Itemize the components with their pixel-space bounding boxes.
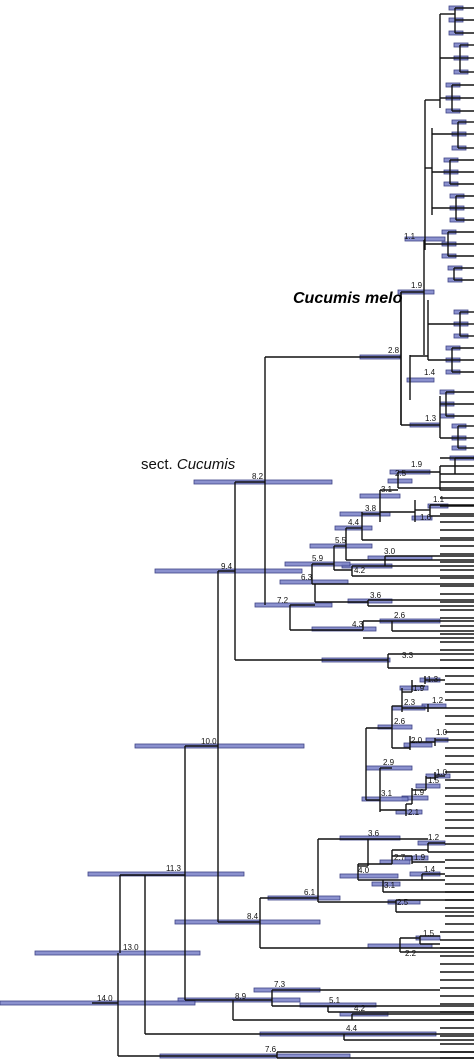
node-age-n10_0: 10.0	[201, 737, 217, 746]
node-age-n3_1c: 3.1	[384, 881, 396, 890]
node-age-n2_5a: 2.5	[395, 469, 407, 478]
node-age-n7_2: 7.2	[277, 596, 289, 605]
node-age-n4_2a: 4.2	[354, 566, 366, 575]
node-age-n1_0a: 1.0	[436, 728, 448, 737]
node-age-n2_2: 2.2	[405, 949, 417, 958]
node-age-n6_3: 6.3	[301, 573, 313, 582]
hpd-n3_6a	[347, 598, 393, 604]
hpd-n2_6b	[377, 724, 413, 730]
node-age-n5_5: 5.5	[335, 536, 347, 545]
node-age-n1_2b: 1.2	[428, 833, 440, 842]
node-age-n14_0: 14.0	[97, 994, 113, 1003]
node-age-n1_1b: 1.1	[433, 495, 445, 504]
node-age-n6_1: 6.1	[304, 888, 316, 897]
hpd-n4_0	[339, 873, 399, 879]
node-age-n8_9: 8.9	[235, 992, 247, 1001]
node-age-n2_9: 2.9	[383, 758, 395, 767]
hpd-n2_0	[403, 742, 433, 748]
node-age-n7_3: 7.3	[274, 980, 286, 989]
node-age-n1_9b: 1.9	[411, 460, 423, 469]
node-age-n1_3b: 1.3	[427, 675, 439, 684]
node-age-n3_3: 3.3	[402, 651, 414, 660]
node-age-n2_7: 2.7	[394, 853, 406, 862]
hpd-n10_0	[134, 743, 305, 749]
node-age-n1_5b: 1.5	[423, 929, 435, 938]
node-age-n5_1: 5.1	[329, 996, 341, 1005]
hpd-n3_1b	[361, 796, 409, 802]
node-age-n1_3: 1.3	[425, 414, 437, 423]
section-name: Cucumis	[176, 456, 236, 473]
node-age-n1_4b: 1.4	[424, 865, 436, 874]
node-age-n3_0: 3.0	[384, 547, 396, 556]
cucumis-melo-label: Cucumis melo	[293, 290, 403, 307]
hpd-n2_1	[395, 809, 423, 815]
hpd-n1_4	[406, 377, 435, 383]
node-age-n2_3: 2.3	[404, 698, 416, 707]
hpd-n3_6b	[339, 835, 401, 841]
node-age-n4_4b: 4.4	[346, 1024, 358, 1033]
node-age-n13_0: 13.0	[123, 943, 139, 952]
node-age-n2_8: 2.8	[388, 346, 400, 355]
node-age-n2_5b: 2.5	[397, 898, 409, 907]
node-age-n3_8: 3.8	[365, 504, 377, 513]
hpd-n1_9e	[404, 855, 429, 861]
node-age-n2_1: 2.1	[408, 808, 420, 817]
node-age-n11_3: 11.3	[166, 864, 182, 873]
hpd-n1_6	[411, 515, 433, 521]
node-age-n4_3: 4.3	[352, 620, 364, 629]
node-age-n2_0: 2.0	[411, 736, 423, 745]
node-age-n4_4a: 4.4	[348, 518, 360, 527]
node-age-n5_9: 5.9	[312, 554, 324, 563]
node-age-n1_1: 1.1	[404, 232, 416, 241]
node-age-n3_1a: 3.1	[381, 485, 393, 494]
node-age-labels: 1.11.92.81.41.38.21.92.53.11.13.81.64.45…	[97, 232, 448, 1054]
tree-branches	[92, 7, 474, 1059]
node-age-n1_2a: 1.2	[432, 696, 444, 705]
node-age-n1_0b: 1.0	[436, 768, 448, 777]
node-age-n1_9a: 1.9	[411, 281, 423, 290]
node-age-n4_2b: 4.2	[354, 1004, 366, 1013]
node-age-n1_9d: 1.9	[413, 788, 425, 797]
node-age-n1_4: 1.4	[424, 368, 436, 377]
node-age-n2_6a: 2.6	[394, 611, 406, 620]
node-age-n1_5a: 1.5	[428, 776, 440, 785]
node-age-n1_9e: 1.9	[414, 853, 426, 862]
node-age-n7_6: 7.6	[265, 1045, 277, 1054]
node-age-n1_6: 1.6	[420, 513, 432, 522]
section-prefix: sect.	[141, 456, 173, 473]
hpd-n4_3	[311, 626, 377, 632]
node-age-n3_6b: 3.6	[368, 829, 380, 838]
hpd-n3_1c	[371, 881, 401, 887]
node-age-n2_6b: 2.6	[394, 717, 406, 726]
hpd-n1_5a	[415, 783, 441, 789]
node-age-n1_9c: 1.9	[413, 684, 425, 693]
node-age-n3_6a: 3.6	[370, 591, 382, 600]
node-age-n8_2: 8.2	[252, 472, 264, 481]
section-cucumis-label: sect. Cucumis	[141, 456, 235, 473]
node-age-n9_4: 9.4	[221, 562, 233, 571]
hpd-n2_7	[379, 859, 411, 865]
node-age-n3_1b: 3.1	[381, 789, 393, 798]
hpd-n11_3	[87, 871, 245, 877]
hpd-n2_5a	[387, 478, 413, 484]
hpd-n5_1	[299, 1002, 377, 1008]
node-age-n8_4: 8.4	[247, 912, 259, 921]
node-age-n4_0: 4.0	[358, 866, 370, 875]
